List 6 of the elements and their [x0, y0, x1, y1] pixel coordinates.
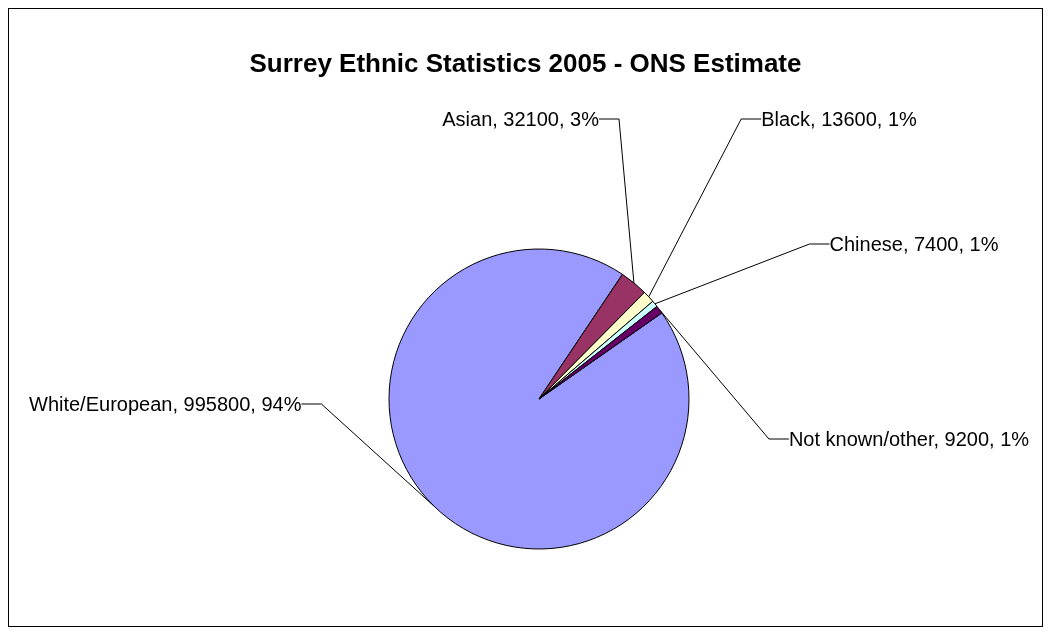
- slice-label: Black, 13600, 1%: [761, 108, 918, 130]
- slice-label: White/European, 995800, 94%: [29, 393, 302, 415]
- slice-label: Not known/other, 9200, 1%: [788, 428, 1030, 450]
- slice-label: Chinese, 7400, 1%: [829, 233, 999, 255]
- chart-title: Surrey Ethnic Statistics 2005 - ONS Estimate: [249, 48, 802, 78]
- slice-label: Asian, 32100, 3%: [442, 108, 600, 130]
